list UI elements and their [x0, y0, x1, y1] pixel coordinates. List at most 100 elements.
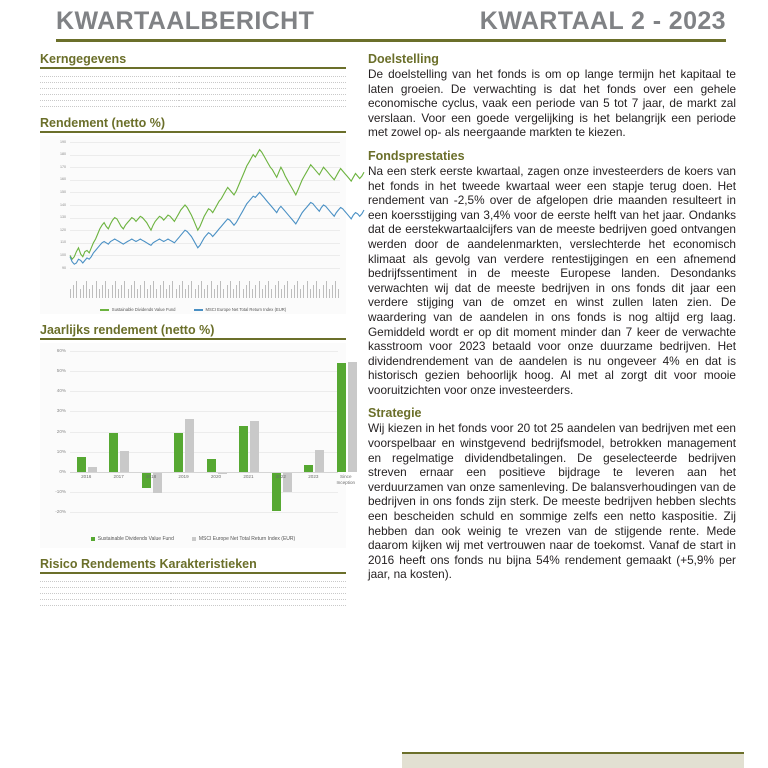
x-tick	[137, 289, 139, 298]
x-tick	[271, 289, 273, 298]
key-figures-table	[40, 71, 346, 107]
x-tick	[338, 289, 340, 298]
y-axis-tick-label: -10%	[55, 488, 66, 494]
x-tick	[82, 285, 84, 298]
bar	[174, 432, 184, 472]
y-axis-tick-label: 170	[60, 164, 66, 169]
bar	[185, 419, 195, 472]
row-value	[171, 599, 346, 606]
gridline	[70, 192, 340, 194]
table-row	[40, 82, 346, 89]
gridline	[70, 411, 338, 413]
x-tick	[172, 281, 174, 298]
chart-legend: Sustainable Dividends Value Fund MSCI Eur…	[40, 536, 346, 542]
section-heading: Strategie	[368, 406, 422, 421]
x-tick	[124, 281, 126, 298]
bar	[282, 471, 292, 492]
row-value	[179, 94, 346, 101]
bar	[239, 426, 249, 472]
x-tick	[175, 289, 177, 298]
y-axis-tick-label: 150	[60, 189, 66, 194]
legend-swatch	[99, 308, 109, 311]
row-label	[40, 88, 180, 95]
x-tick	[70, 289, 71, 298]
row-label	[40, 94, 180, 101]
row-label	[40, 587, 172, 594]
row-label	[40, 82, 180, 89]
table-row	[40, 593, 346, 600]
bar	[88, 467, 97, 472]
x-tick	[252, 289, 254, 298]
x-tick	[306, 281, 308, 298]
x-tick	[255, 285, 257, 298]
x-tick	[143, 281, 145, 298]
row-value	[171, 587, 346, 594]
x-tick	[290, 289, 292, 298]
risk-table-rule	[40, 572, 346, 574]
row-label	[40, 71, 180, 77]
x-tick	[169, 285, 171, 298]
content-columns: Kerngegevens Rendement (netto %) 190 180 1…	[16, 42, 752, 606]
table-row	[40, 88, 346, 95]
x-tick	[300, 289, 302, 298]
y-axis-tick-label: 180	[60, 152, 66, 157]
row-label	[40, 76, 180, 83]
performance-line-chart: 190 180 170 160 150 140 130 120 110 100 90 Sustaina…	[40, 136, 365, 314]
x-tick	[242, 289, 244, 298]
x-tick	[111, 285, 113, 298]
x-tick	[309, 289, 311, 298]
x-tick	[280, 289, 282, 298]
header-divider	[56, 39, 726, 42]
annual-return-bar-chart: 60% 50% 40% 30% 20% 10% 0% -10% -20% 2016 2017 2018…	[40, 343, 357, 548]
y-axis-tick-label: 90	[62, 265, 66, 270]
gridline	[70, 242, 340, 244]
line-chart-rule	[40, 131, 346, 133]
table-row	[40, 100, 346, 107]
row-value	[179, 88, 346, 95]
gridline	[70, 268, 340, 269]
risk-characteristics-table	[40, 576, 346, 606]
line-chart-heading: Rendement (netto %)	[40, 116, 165, 130]
x-tick	[312, 285, 314, 298]
section-paragraph: De doelstelling van het fonds is om op l…	[368, 67, 736, 140]
legend-swatch	[90, 537, 95, 541]
legend-label: Sustainable Dividends Value Fund	[111, 307, 176, 312]
legend-item: MSCI Europe Net Total Return Index (EUR)	[191, 536, 295, 542]
y-axis-tick-label: 20%	[56, 428, 66, 434]
key-figures-rule	[40, 67, 346, 69]
bar	[120, 451, 130, 472]
x-tick	[233, 289, 234, 298]
x-tick	[159, 285, 161, 298]
gridline	[70, 205, 340, 206]
x-tick	[86, 281, 87, 298]
row-value	[171, 576, 346, 582]
gridline	[70, 142, 340, 143]
x-tick	[229, 281, 231, 298]
y-axis-tick-label: 30%	[56, 408, 66, 414]
x-tick	[185, 289, 186, 298]
zero-axis-line	[70, 471, 338, 473]
x-tick	[156, 289, 158, 298]
x-axis-tick-label: 2019	[178, 473, 189, 479]
gridline	[70, 167, 340, 169]
x-tick	[191, 281, 193, 298]
gridline	[70, 512, 338, 513]
legend-item: Sustainable Dividends Value Fund	[99, 307, 176, 312]
x-tick	[328, 289, 330, 298]
left-column: Kerngegevens Rendement (netto %) 190 180 1…	[16, 52, 365, 606]
x-tick	[284, 285, 286, 298]
bar	[304, 464, 314, 472]
row-value	[171, 593, 346, 600]
x-tick	[76, 281, 78, 298]
y-axis-tick-label: 130	[60, 215, 66, 220]
x-tick	[121, 285, 123, 298]
x-tick	[319, 289, 321, 298]
x-tick	[194, 289, 196, 298]
y-axis-tick-label: 40%	[56, 388, 66, 394]
x-tick	[146, 289, 148, 298]
gridline	[70, 217, 340, 219]
row-label	[40, 581, 172, 588]
bar	[347, 361, 357, 472]
x-axis-tick-labels	[70, 276, 340, 298]
section-paragraph: Na een sterk eerste kwartaal, zagen onze…	[368, 163, 736, 397]
